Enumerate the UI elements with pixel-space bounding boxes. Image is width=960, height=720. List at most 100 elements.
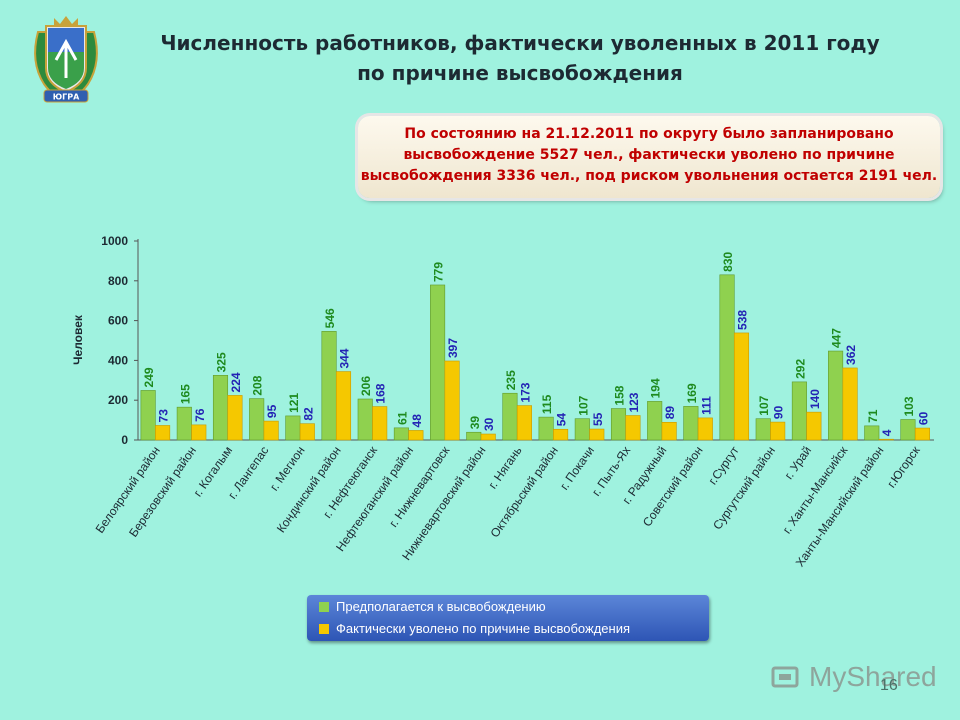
y-tick-label: 400	[108, 353, 128, 367]
legend-label-actual: Фактически уволено по причине высвобожде…	[336, 621, 630, 636]
legend-item-planned: Предполагается к высвобождению	[319, 598, 546, 616]
bar-actual	[516, 405, 532, 441]
data-label-actual: 362	[844, 345, 858, 365]
data-label-actual: 73	[157, 409, 171, 423]
data-label-actual: 90	[772, 405, 786, 419]
data-label-actual: 82	[301, 407, 315, 421]
data-label-planned: 292	[793, 359, 807, 379]
bar-actual	[444, 360, 460, 441]
data-label-planned: 169	[685, 383, 699, 403]
y-axis-label: Человек	[71, 314, 85, 365]
data-label-planned: 165	[178, 384, 192, 404]
bar-planned	[357, 398, 373, 441]
title-line-1: Численность работников, фактически уволе…	[160, 31, 880, 55]
data-label-actual: 55	[591, 412, 605, 426]
bar-planned	[647, 401, 663, 441]
page-title: Численность работников, фактически уволе…	[130, 28, 910, 88]
y-tick-label: 1000	[101, 234, 128, 248]
data-label-actual: 173	[518, 382, 532, 402]
bar-planned	[791, 381, 807, 441]
bar-actual	[155, 425, 171, 441]
bar-planned	[430, 284, 446, 441]
data-label-actual: 48	[410, 414, 424, 428]
bar-actual	[191, 424, 207, 441]
x-tick-label: г.Югорск	[884, 443, 923, 490]
data-label-actual: 89	[663, 406, 677, 420]
data-label-planned: 206	[359, 376, 373, 396]
bar-actual	[372, 406, 388, 441]
data-label-actual: 140	[808, 389, 822, 409]
data-label-planned: 235	[504, 370, 518, 390]
bar-planned	[321, 331, 337, 441]
bar-actual	[480, 433, 496, 441]
legend-swatch-planned	[319, 602, 329, 612]
bar-actual	[697, 417, 713, 441]
bar-actual	[661, 421, 677, 441]
logo-text: ЮГРА	[53, 93, 80, 102]
legend-item-actual: Фактически уволено по причине высвобожде…	[319, 620, 630, 638]
data-label-actual: 95	[265, 404, 279, 418]
bar-planned	[285, 415, 301, 441]
y-tick-label: 800	[108, 274, 128, 288]
bar-actual	[733, 332, 750, 441]
info-line-1: По состоянию на 21.12.2011 по округу был…	[404, 126, 894, 142]
data-label-planned: 61	[395, 411, 409, 425]
data-label-planned: 249	[142, 367, 156, 387]
bar-planned	[502, 392, 518, 441]
bar-planned	[755, 418, 771, 441]
x-tick-label: г. Ханты-Мансийск	[780, 443, 851, 536]
x-tick-label: г.Сургут	[705, 443, 742, 487]
bar-planned	[610, 408, 627, 441]
data-label-actual: 76	[193, 408, 207, 422]
data-label-actual: 4	[880, 429, 894, 436]
data-label-planned: 39	[468, 416, 482, 430]
data-label-actual: 344	[338, 348, 352, 368]
info-box: По состоянию на 21.12.2011 по округу был…	[358, 116, 940, 198]
bar-actual	[770, 421, 786, 441]
data-label-planned: 158	[612, 385, 626, 405]
data-label-actual: 538	[736, 310, 750, 330]
bar-actual	[408, 430, 424, 441]
data-label-planned: 107	[757, 395, 771, 415]
bar-actual	[842, 367, 858, 441]
bar-planned	[683, 406, 699, 441]
data-label-actual: 60	[916, 411, 930, 425]
data-label-actual: 111	[699, 396, 713, 415]
data-label-actual: 168	[374, 383, 388, 403]
bar-planned	[212, 375, 229, 441]
bar-actual	[589, 428, 605, 441]
bar-actual	[227, 395, 243, 441]
info-line-2: высвобождение 5527 чел., фактически увол…	[403, 147, 895, 163]
legend-label-planned: Предполагается к высвобождению	[336, 599, 546, 614]
bar-planned	[140, 390, 156, 441]
data-label-planned: 779	[432, 262, 446, 282]
bar-actual	[263, 420, 279, 441]
bar-planned	[719, 274, 735, 441]
data-label-planned: 71	[866, 409, 880, 423]
x-tick-label: Белоярский район	[93, 444, 163, 536]
x-tick-label: г. Урай	[782, 444, 815, 482]
data-label-actual: 123	[627, 392, 641, 412]
bar-planned	[466, 431, 482, 441]
data-label-planned: 194	[649, 378, 663, 398]
bar-actual	[914, 427, 930, 441]
data-label-actual: 54	[555, 413, 569, 427]
chart-legend: Предполагается к высвобождению Фактическ…	[307, 595, 709, 641]
x-tick-label: Октябрьский район	[488, 444, 561, 540]
watermark-text: MyShared	[809, 661, 937, 692]
title-line-2: по причине высвобождения	[357, 61, 683, 85]
bar-actual	[299, 423, 315, 441]
bar-planned	[864, 425, 880, 441]
x-tick-label: г. Мегион	[267, 444, 308, 494]
info-line-3: высвобождения 3336 чел., под риском увол…	[360, 168, 938, 184]
bar-actual	[625, 415, 641, 441]
data-label-planned: 546	[323, 308, 337, 328]
coat-of-arms-logo: ЮГРА	[34, 16, 98, 103]
data-label-planned: 115	[540, 394, 554, 414]
chart-bars	[140, 274, 930, 441]
bar-planned	[176, 406, 192, 441]
x-tick-label: г. Нягань	[485, 444, 524, 492]
x-tick-label: Березовский район	[126, 444, 199, 540]
legend-swatch-actual	[319, 624, 329, 634]
bar-planned	[393, 427, 409, 441]
